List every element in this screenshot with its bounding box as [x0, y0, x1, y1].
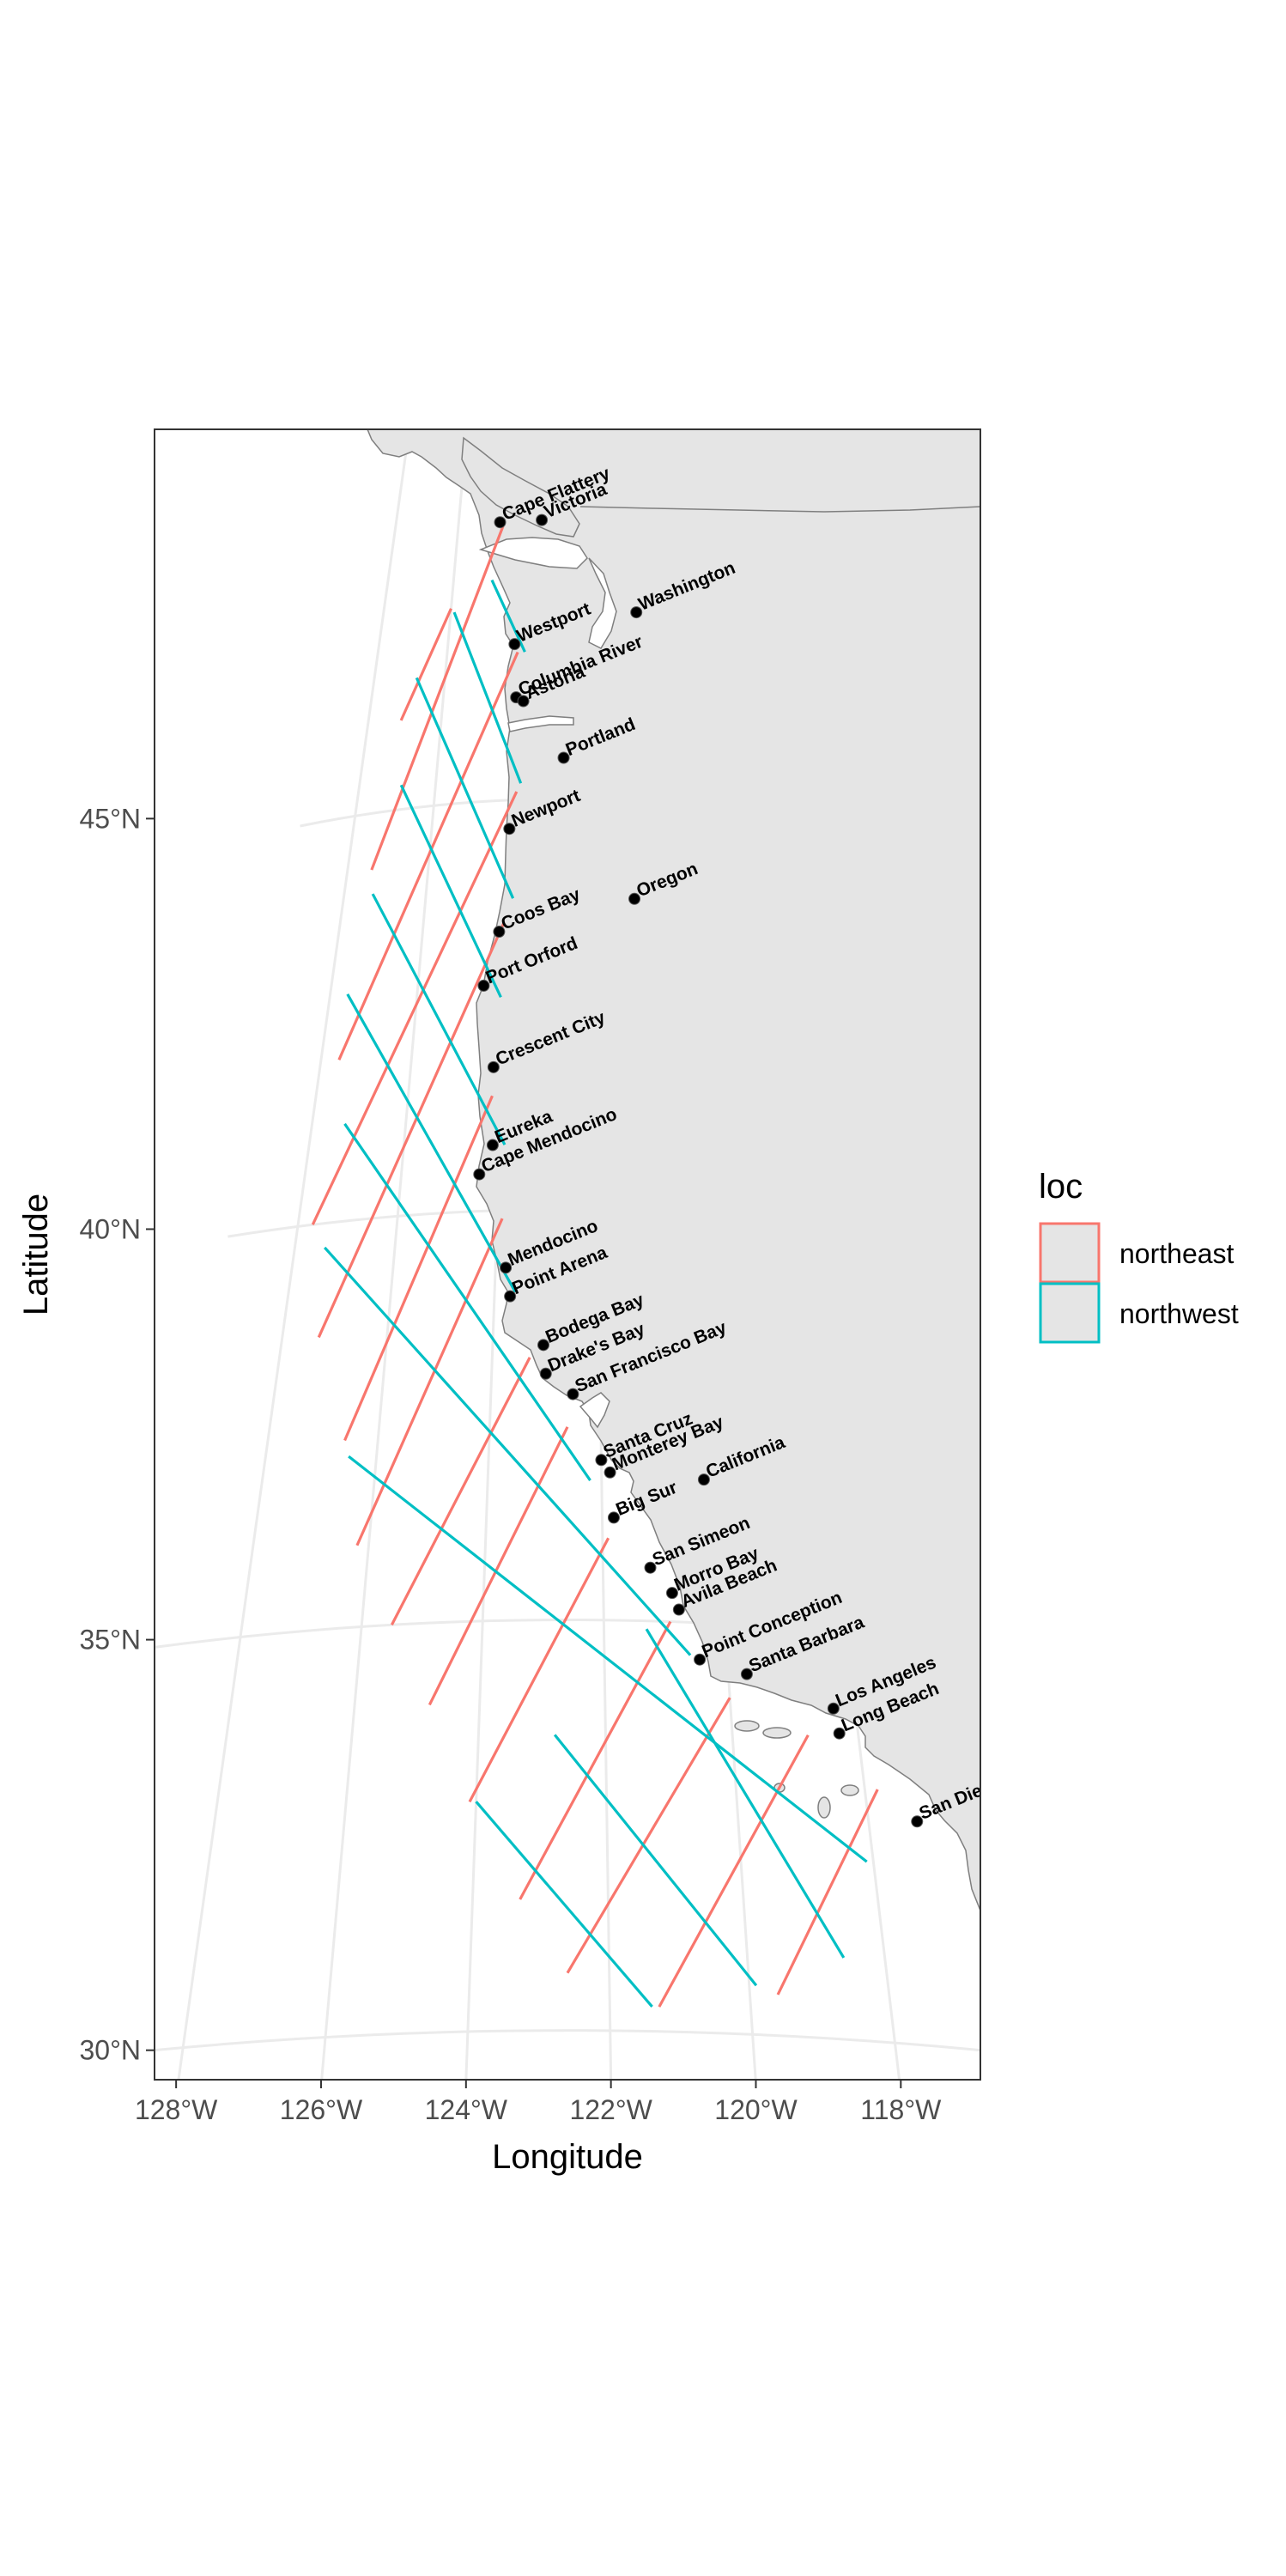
x-axis-title: Longitude: [492, 2138, 643, 2176]
y-tick-label: 30°N: [80, 2035, 142, 2066]
columbia-estuary: [507, 715, 574, 732]
place-point: [567, 1388, 579, 1400]
place-point: [694, 1653, 707, 1666]
place-point: [517, 695, 530, 708]
y-axis: 30°N 35°N 40°N 45°N: [80, 803, 155, 2066]
place-point: [740, 1668, 753, 1680]
transect-northwest: [324, 1246, 692, 1656]
channel-island-b: [762, 1727, 792, 1739]
place-point: [827, 1702, 840, 1715]
transect-northeast: [370, 526, 505, 871]
place-point: [697, 1473, 710, 1486]
place-point: [604, 1466, 616, 1479]
x-tick-label: 122°W: [569, 2094, 652, 2125]
place-point: [494, 516, 507, 529]
place-point: [487, 1060, 500, 1073]
place-point: [557, 751, 570, 764]
transect-northeast: [468, 1537, 610, 1803]
legend-key-northeast: [1039, 1222, 1101, 1284]
transect-northwest: [346, 993, 517, 1293]
transect-northeast: [776, 1789, 879, 1996]
place-point: [833, 1727, 846, 1740]
place-point: [595, 1454, 608, 1467]
transect-northeast: [317, 922, 506, 1339]
place-point: [665, 1587, 678, 1600]
transect-northeast: [658, 1734, 810, 2008]
place-point: [536, 513, 549, 526]
transect-northwest: [371, 893, 507, 1145]
strait-water: [478, 537, 588, 569]
place-point: [628, 892, 641, 905]
land-layer: [367, 429, 980, 1911]
vancouver-island: [461, 436, 580, 538]
transect-northwest: [475, 1801, 653, 2008]
graticule-parallel: [155, 2029, 980, 2052]
place-point: [672, 1603, 685, 1616]
transect-northwest: [645, 1628, 846, 1959]
channel-island-a: [734, 1720, 760, 1732]
place-point: [539, 1367, 552, 1380]
y-tick-label: 45°N: [80, 803, 142, 834]
place-point: [537, 1339, 549, 1352]
place-point: [500, 1261, 513, 1274]
x-tick-label: 124°W: [425, 2094, 508, 2125]
place-point: [630, 606, 643, 619]
transect-northwest: [490, 579, 526, 653]
place-point: [644, 1561, 657, 1574]
channel-island-d: [840, 1784, 859, 1796]
transects-layer: [311, 526, 879, 2008]
place-point: [473, 1168, 486, 1181]
graticule-meridian: [177, 429, 411, 2080]
border-us-canada: [579, 506, 980, 513]
transect-northwest: [452, 611, 523, 784]
x-tick-label: 120°W: [714, 2094, 798, 2125]
puget-sound: [588, 557, 617, 649]
transect-northeast: [337, 651, 519, 1060]
transect-northwest: [399, 784, 502, 999]
legend: loc northeast northwest: [1039, 1168, 1239, 1344]
land-mass: [367, 429, 980, 1911]
transect-northeast: [428, 1426, 569, 1706]
transect-northeast: [566, 1697, 731, 1974]
legend-key-northwest: [1039, 1282, 1101, 1344]
panel-border: [154, 428, 981, 2081]
place-point: [503, 823, 516, 835]
y-tick-label: 35°N: [80, 1625, 142, 1656]
y-axis-title: Latitude: [17, 1194, 55, 1315]
x-tick-label: 118°W: [860, 2094, 942, 2125]
channel-island-c: [817, 1796, 831, 1819]
place-point: [911, 1815, 924, 1828]
place-point: [493, 926, 506, 939]
transect-northwest: [343, 1122, 591, 1481]
transect-northeast: [343, 1095, 494, 1442]
y-tick-label: 40°N: [80, 1213, 142, 1244]
legend-label-northeast: northeast: [1119, 1238, 1234, 1269]
place-point: [486, 1139, 499, 1151]
transect-northeast: [519, 1620, 672, 1900]
transect-northeast: [311, 791, 519, 1225]
legend-title: loc: [1039, 1168, 1083, 1206]
place-point: [508, 638, 521, 651]
transect-northwest: [553, 1734, 758, 1987]
graticule-meridian: [320, 429, 469, 2080]
x-tick-label: 126°W: [280, 2094, 363, 2125]
transect-northwest: [415, 677, 515, 899]
x-tick-label: 128°W: [135, 2094, 218, 2125]
place-point: [607, 1511, 620, 1524]
x-axis: 128°W 126°W 124°W 122°W 120°W 118°W: [135, 2080, 942, 2125]
transect-northeast: [399, 608, 452, 721]
place-point: [477, 979, 490, 992]
transect-northwest: [348, 1455, 868, 1863]
legend-label-northwest: northwest: [1119, 1298, 1239, 1329]
place-point: [504, 1290, 517, 1303]
transect-northeast: [390, 1357, 531, 1626]
transect-northeast: [355, 1218, 504, 1546]
sf-bay: [579, 1392, 610, 1429]
